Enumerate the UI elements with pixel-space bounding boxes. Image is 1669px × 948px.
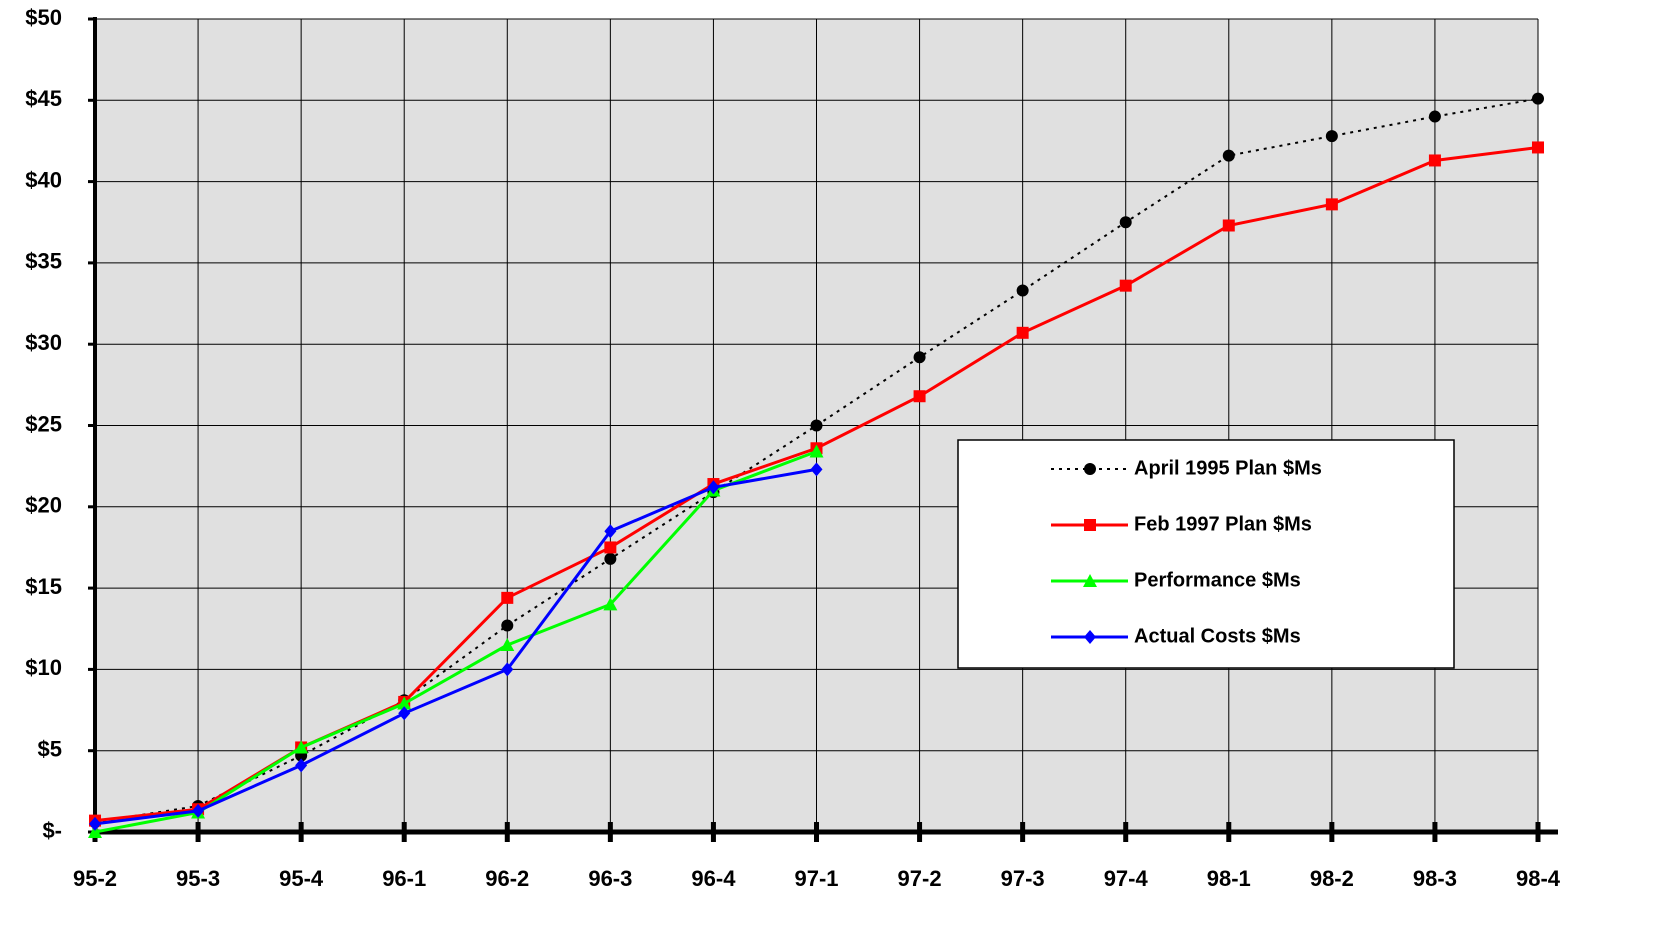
data-point xyxy=(1222,219,1235,232)
legend: April 1995 Plan $Ms Feb 1997 Plan $Ms Perf… xyxy=(957,439,1455,669)
y-tick-label: $15 xyxy=(25,574,62,599)
data-point xyxy=(1016,284,1029,297)
y-tick-label: $40 xyxy=(25,167,62,192)
data-point xyxy=(1428,154,1441,167)
y-tick-label: $50 xyxy=(25,5,62,30)
data-point xyxy=(603,597,618,611)
x-tick-label: 98-3 xyxy=(1413,866,1457,891)
y-tick-label: $5 xyxy=(38,737,62,762)
x-tick-label: 98-2 xyxy=(1310,866,1354,891)
legend-box xyxy=(957,439,1455,669)
data-point xyxy=(707,480,720,495)
data-point xyxy=(295,758,308,773)
y-tick-label: $25 xyxy=(25,411,62,436)
x-tick-label: 95-3 xyxy=(176,866,220,891)
x-tick-label: 98-4 xyxy=(1516,866,1561,891)
series-line xyxy=(94,467,817,826)
data-point xyxy=(500,638,515,652)
y-tick-label: $35 xyxy=(25,249,62,274)
data-point xyxy=(604,541,617,554)
data-point xyxy=(89,816,101,831)
y-tick-label: $30 xyxy=(25,330,62,355)
data-point xyxy=(1325,198,1338,211)
data-point xyxy=(810,462,823,477)
legend-label: Performance $Ms xyxy=(1134,569,1301,591)
legend-marker xyxy=(1084,630,1096,644)
y-tick-label: $45 xyxy=(25,86,62,111)
data-point xyxy=(294,740,309,754)
legend-marker xyxy=(1083,574,1097,587)
data-point xyxy=(1016,326,1029,339)
x-tick-label: 95-4 xyxy=(279,866,324,891)
data-point xyxy=(88,825,102,838)
series-line xyxy=(94,97,1539,824)
legend-label: April 1995 Plan $Ms xyxy=(1134,457,1322,479)
x-tick-label: 96-2 xyxy=(485,866,529,891)
data-point xyxy=(1532,141,1544,154)
y-tick-label: $- xyxy=(42,818,62,843)
data-point xyxy=(192,803,205,818)
y-tick-label: $20 xyxy=(25,493,62,518)
data-point xyxy=(1325,130,1338,143)
data-point xyxy=(501,591,514,604)
x-tick-label: 97-4 xyxy=(1104,866,1149,891)
data-point xyxy=(501,619,514,632)
legend-marker xyxy=(1084,463,1096,475)
data-point xyxy=(913,351,926,364)
data-point xyxy=(397,696,412,710)
data-point xyxy=(810,419,823,432)
data-point xyxy=(1119,279,1132,292)
data-point xyxy=(1119,216,1132,229)
x-tick-label: 96-4 xyxy=(691,866,736,891)
legend-label: Actual Costs $Ms xyxy=(1134,625,1301,647)
x-tick-label: 96-1 xyxy=(382,866,426,891)
data-point xyxy=(604,552,617,565)
x-tick-label: 97-1 xyxy=(794,866,838,891)
data-point xyxy=(1532,92,1544,105)
x-tick-label: 96-3 xyxy=(588,866,632,891)
y-tick-label: $10 xyxy=(25,655,62,680)
legend-marker xyxy=(1084,519,1096,531)
legend-label: Feb 1997 Plan $Ms xyxy=(1134,513,1312,535)
x-tick-label: 97-3 xyxy=(1001,866,1045,891)
data-point xyxy=(501,662,514,677)
x-tick-label: 97-2 xyxy=(898,866,942,891)
x-tick-label: 95-2 xyxy=(73,866,117,891)
data-point xyxy=(809,444,824,458)
x-tick-label: 98-1 xyxy=(1207,866,1251,891)
data-point xyxy=(398,706,411,721)
data-point xyxy=(1222,149,1235,162)
data-point xyxy=(913,390,926,403)
data-point xyxy=(604,524,617,539)
data-point xyxy=(1428,110,1441,123)
